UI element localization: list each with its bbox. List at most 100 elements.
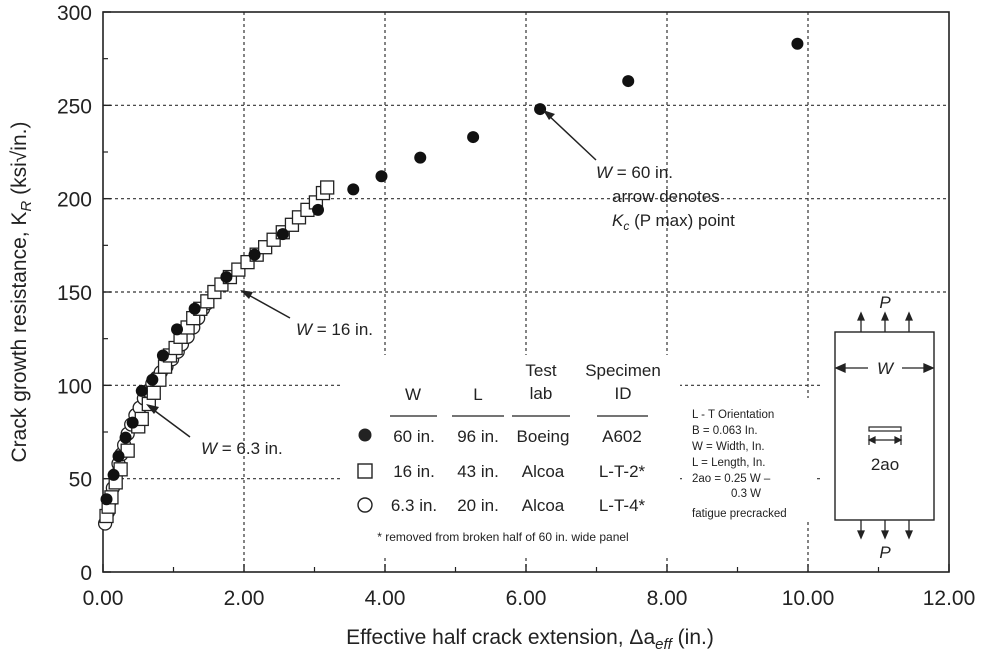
x-tick-label: 10.00 xyxy=(782,587,835,610)
data-point-60in xyxy=(791,37,804,50)
data-point-60in xyxy=(171,323,184,336)
y-tick-label: 250 xyxy=(57,95,92,118)
specimen-notes: L - T Orientation B = 0.063 In. W = Widt… xyxy=(684,398,816,522)
data-point-60in xyxy=(375,170,388,183)
data-point-60in xyxy=(126,416,139,429)
legend-footnote: * removed from broken half of 60 in. wid… xyxy=(377,530,628,544)
data-point-60in xyxy=(135,384,148,397)
legend-row1-w: 60 in. xyxy=(393,427,435,446)
data-point-60in xyxy=(467,131,480,144)
legend-marker-60in xyxy=(358,428,372,442)
annotation-w60-line3: Kc (P max) point xyxy=(612,211,735,233)
annotation-w63: W = 6.3 in. xyxy=(146,404,283,458)
data-point-60in xyxy=(107,468,120,481)
data-point-60in xyxy=(146,373,159,386)
legend-row3-l: 20 in. xyxy=(457,496,499,515)
x-tick-label: 0.00 xyxy=(83,587,124,610)
note-width: W = Width, In. xyxy=(692,441,765,453)
data-point-60in xyxy=(248,248,261,261)
annotation-w60-arrowhead xyxy=(543,110,555,120)
y-axis-label: Crack growth resistance, KR (ksi√in.) xyxy=(8,122,35,463)
annotation-w60-arrow xyxy=(545,112,597,161)
data-point-60in xyxy=(347,183,360,196)
data-series xyxy=(97,37,804,531)
data-point-16in xyxy=(120,443,135,458)
data-point-60in xyxy=(156,349,169,362)
series-open-square xyxy=(99,180,335,524)
y-tick-label: 50 xyxy=(69,469,92,492)
load-arrows-top xyxy=(857,311,913,332)
notes-box xyxy=(684,398,816,522)
legend-header-w: W xyxy=(405,385,421,404)
note-crack-size-cont: 0.3 W xyxy=(731,488,761,500)
data-point-60in xyxy=(119,431,132,444)
data-point-60in xyxy=(220,271,233,284)
data-point-60in xyxy=(312,203,325,216)
data-point-60in xyxy=(112,450,125,463)
note-precrack: fatigue precracked xyxy=(692,508,787,520)
legend-header-l: L xyxy=(473,385,482,404)
annotation-w63-arrowhead xyxy=(146,404,159,414)
y-tick-label: 300 xyxy=(57,2,92,25)
note-length: L = Length, In. xyxy=(692,457,765,469)
y-tick-label: 200 xyxy=(57,189,92,212)
annotation-w60-line1: W = 60 in. xyxy=(596,163,673,182)
note-crack-size: 2ao = 0.25 W – xyxy=(692,473,771,485)
x-tick-label: 6.00 xyxy=(506,587,547,610)
legend-marker-6-3in xyxy=(357,497,373,513)
legend-row3-w: 6.3 in. xyxy=(391,496,437,515)
annotation-w63-arrow xyxy=(150,407,191,438)
legend-header-specimen: Specimen xyxy=(585,361,661,380)
x-tick-label: 12.00 xyxy=(923,587,976,610)
legend-header-id: ID xyxy=(615,384,632,403)
load-label-bottom: P xyxy=(879,543,891,562)
data-point-60in xyxy=(534,103,547,116)
series-filled-circle xyxy=(100,37,804,506)
load-label-top: P xyxy=(879,293,891,312)
legend-header-lab: lab xyxy=(530,384,553,403)
legend-row1-id: A602 xyxy=(602,427,642,446)
x-tick-label: 4.00 xyxy=(365,587,406,610)
legend-row1-lab: Boeing xyxy=(517,427,570,446)
specimen-diagram: P W 2ao P xyxy=(822,293,946,562)
legend-row3-lab: Alcoa xyxy=(522,496,565,515)
width-dimension xyxy=(834,362,935,374)
annotation-w16-label: W = 16 in. xyxy=(296,320,373,339)
data-point-60in xyxy=(100,493,113,506)
center-crack xyxy=(868,426,902,432)
legend-row2-lab: Alcoa xyxy=(522,462,565,481)
legend-row1-l: 96 in. xyxy=(457,427,499,446)
data-point-60in xyxy=(414,151,427,164)
load-arrows-bottom xyxy=(857,520,913,540)
legend-row2-l: 43 in. xyxy=(457,462,499,481)
annotation-w60: W = 60 in. arrow denotes Kc (P max) poin… xyxy=(543,110,735,233)
x-tick-label: 2.00 xyxy=(224,587,265,610)
legend: W L Test lab Specimen ID 60 in. 96 in. B… xyxy=(340,355,680,555)
legend-box xyxy=(340,355,680,555)
note-thickness: B = 0.063 In. xyxy=(692,425,758,437)
width-label: W xyxy=(877,359,895,378)
crack-dimension xyxy=(867,435,903,445)
x-axis-label: Effective half crack extension, Δaeff (i… xyxy=(346,626,714,653)
crack-label: 2ao xyxy=(871,455,899,474)
legend-row2-w: 16 in. xyxy=(393,462,435,481)
annotation-w16-arrow xyxy=(244,292,291,319)
legend-row2-id: L-T-2* xyxy=(599,462,646,481)
annotation-w16: W = 16 in. xyxy=(240,290,373,339)
y-tick-label: 0 xyxy=(80,562,92,585)
x-tick-label: 8.00 xyxy=(647,587,688,610)
annotation-w16-arrowhead xyxy=(240,290,253,299)
annotation-w60-line2: arrow denotes xyxy=(612,187,720,206)
legend-row3-id: L-T-4* xyxy=(599,496,646,515)
legend-marker-16in xyxy=(357,463,373,479)
legend-header-test: Test xyxy=(525,361,556,380)
data-point-16in xyxy=(146,385,161,400)
data-point-16in xyxy=(320,180,335,195)
axis-ticks: 0.00 2.00 4.00 6.00 8.00 10.00 12.00 0 50 100 150 2… xyxy=(57,2,975,610)
data-point-60in xyxy=(276,228,289,241)
data-point-60in xyxy=(622,75,635,88)
y-tick-label: 100 xyxy=(57,375,92,398)
y-tick-label: 150 xyxy=(57,282,92,305)
data-point-60in xyxy=(188,302,201,315)
